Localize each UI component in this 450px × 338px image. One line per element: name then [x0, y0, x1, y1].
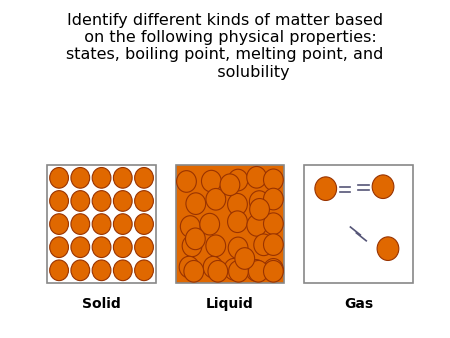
Ellipse shape: [229, 261, 248, 282]
Ellipse shape: [228, 237, 248, 259]
Ellipse shape: [248, 261, 268, 282]
Ellipse shape: [50, 191, 68, 211]
Ellipse shape: [50, 168, 68, 188]
Ellipse shape: [135, 168, 153, 188]
Ellipse shape: [50, 237, 68, 258]
Ellipse shape: [71, 260, 90, 281]
Ellipse shape: [113, 191, 132, 211]
Text: Liquid: Liquid: [206, 297, 254, 311]
Ellipse shape: [92, 168, 111, 188]
Text: Solid: Solid: [82, 297, 121, 311]
Ellipse shape: [135, 214, 153, 235]
Ellipse shape: [315, 177, 337, 200]
Ellipse shape: [264, 188, 283, 210]
Ellipse shape: [206, 235, 225, 257]
Ellipse shape: [92, 260, 111, 281]
Ellipse shape: [206, 189, 226, 210]
Ellipse shape: [264, 169, 283, 191]
Ellipse shape: [228, 169, 248, 191]
Ellipse shape: [71, 237, 90, 258]
Ellipse shape: [200, 213, 220, 235]
Ellipse shape: [377, 237, 399, 261]
Ellipse shape: [264, 234, 283, 256]
Ellipse shape: [71, 191, 90, 211]
Ellipse shape: [228, 193, 248, 215]
Ellipse shape: [250, 198, 270, 220]
Ellipse shape: [180, 216, 200, 237]
Ellipse shape: [50, 214, 68, 235]
Ellipse shape: [113, 237, 132, 258]
Ellipse shape: [202, 170, 221, 192]
Ellipse shape: [135, 237, 153, 258]
Ellipse shape: [113, 168, 132, 188]
Ellipse shape: [176, 171, 196, 192]
Ellipse shape: [220, 174, 240, 196]
Ellipse shape: [254, 234, 274, 256]
Ellipse shape: [224, 259, 244, 280]
Ellipse shape: [246, 260, 266, 281]
Ellipse shape: [135, 191, 153, 211]
Ellipse shape: [92, 214, 111, 235]
Ellipse shape: [208, 261, 228, 282]
Text: Gas: Gas: [344, 297, 373, 311]
Ellipse shape: [203, 256, 223, 278]
Ellipse shape: [247, 215, 267, 236]
Ellipse shape: [185, 228, 205, 250]
Text: Identify different kinds of matter based
  on the following physical properties:: Identify different kinds of matter based…: [66, 13, 384, 80]
Ellipse shape: [135, 260, 153, 281]
Bar: [47, 165, 156, 283]
Ellipse shape: [264, 213, 283, 235]
Ellipse shape: [235, 248, 255, 269]
Ellipse shape: [179, 256, 199, 278]
Ellipse shape: [228, 211, 248, 233]
Ellipse shape: [264, 259, 283, 280]
Ellipse shape: [71, 214, 90, 235]
Ellipse shape: [113, 260, 132, 281]
Ellipse shape: [182, 235, 202, 257]
Ellipse shape: [247, 167, 266, 188]
Ellipse shape: [50, 260, 68, 281]
Ellipse shape: [113, 214, 132, 235]
Bar: [176, 165, 284, 283]
Ellipse shape: [92, 191, 111, 211]
Ellipse shape: [372, 175, 394, 198]
Ellipse shape: [92, 237, 111, 258]
Ellipse shape: [71, 168, 90, 188]
Ellipse shape: [186, 193, 206, 215]
Ellipse shape: [184, 261, 204, 282]
Bar: [304, 165, 413, 283]
Ellipse shape: [249, 191, 269, 212]
Ellipse shape: [264, 261, 283, 282]
